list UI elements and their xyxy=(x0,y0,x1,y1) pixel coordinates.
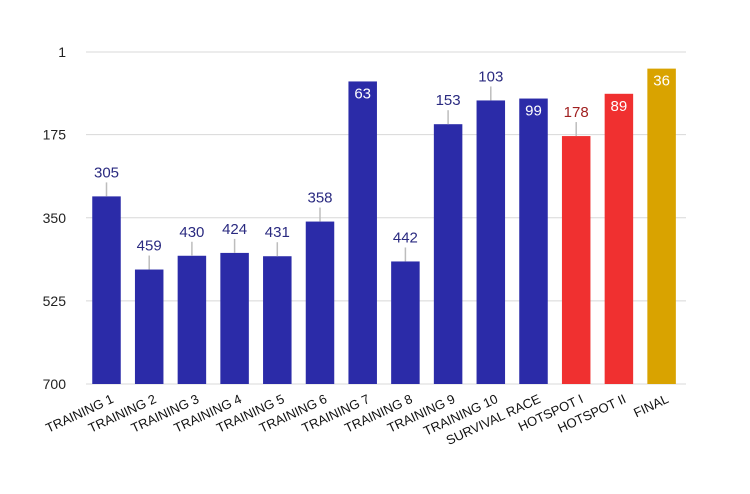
data-label: 153 xyxy=(436,92,461,109)
data-label: 305 xyxy=(94,164,119,181)
data-label: 89 xyxy=(611,98,628,115)
data-label: 36 xyxy=(653,73,670,90)
bar xyxy=(134,269,164,384)
data-label: 442 xyxy=(393,229,418,246)
gridlines xyxy=(86,51,686,385)
data-label: 424 xyxy=(222,221,247,238)
y-tick-label: 1 xyxy=(58,44,66,60)
bars xyxy=(92,68,676,385)
data-labels: 305 459 430 424 431 358 63 442 153 103 99 178 89 36 xyxy=(94,68,670,270)
bar xyxy=(177,255,207,384)
bar xyxy=(348,81,377,384)
bar xyxy=(647,68,676,384)
bar xyxy=(476,100,506,384)
y-tick-label: 525 xyxy=(43,293,67,309)
bar xyxy=(391,261,420,384)
bar xyxy=(263,256,292,384)
bar xyxy=(561,136,591,384)
data-label: 178 xyxy=(564,104,589,121)
y-tick-label: 700 xyxy=(43,376,67,392)
x-tick-label: FINAL xyxy=(631,391,671,420)
bar xyxy=(433,124,463,384)
bar xyxy=(519,98,548,384)
data-label: 430 xyxy=(179,224,204,241)
data-label: 431 xyxy=(265,224,290,241)
bar xyxy=(220,252,249,384)
y-tick-label: 350 xyxy=(43,210,67,226)
y-axis: 1 175 350 525 700 xyxy=(43,44,67,392)
data-label: 103 xyxy=(478,68,503,85)
data-label: 99 xyxy=(525,103,542,120)
y-tick-label: 175 xyxy=(43,127,67,143)
data-label: 459 xyxy=(137,238,162,255)
data-label: 358 xyxy=(307,190,332,207)
bar xyxy=(92,196,121,384)
bar xyxy=(604,93,634,385)
bar xyxy=(305,221,335,384)
data-label: 63 xyxy=(354,85,371,102)
